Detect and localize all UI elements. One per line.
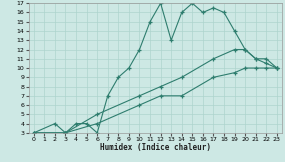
X-axis label: Humidex (Indice chaleur): Humidex (Indice chaleur) [100,143,211,152]
